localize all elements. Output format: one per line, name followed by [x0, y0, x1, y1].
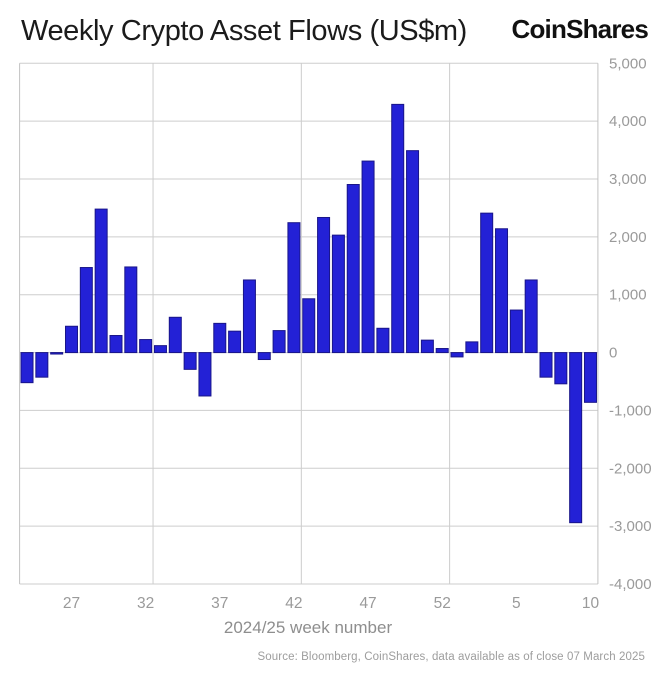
bar-week-26 [50, 352, 64, 355]
bar-week-42 [287, 222, 301, 354]
bar-week-30 [109, 335, 123, 354]
bar-week-47 [361, 160, 375, 354]
bar-week-27 [64, 325, 78, 354]
x-tick-label-10: 10 [582, 595, 600, 612]
bar-week-36 [198, 352, 212, 397]
bar-week-24 [20, 352, 34, 384]
chart-area: 5,000 4,000 3,000 2,000 1,000 0 -1,000 -2,000 -3… [0, 55, 669, 645]
bar-week-31 [124, 266, 138, 354]
bar-week-4 [495, 228, 509, 354]
bar-week-51 [420, 339, 434, 354]
bar-week-40 [257, 352, 271, 361]
y-tick-label-2000: 2,000 [609, 229, 647, 246]
bar-week-35 [183, 352, 197, 370]
y-tick-label--1000: -1,000 [609, 402, 652, 419]
bar-week-3 [480, 212, 494, 354]
x-tick-label-52: 52 [434, 595, 451, 612]
bar-week-1 [450, 352, 464, 358]
x-tick-label-32: 32 [137, 595, 154, 612]
bar-week-37 [213, 322, 227, 354]
y-tick-label--2000: -2,000 [609, 460, 652, 477]
bar-week-2 [465, 341, 479, 354]
x-tick-label-42: 42 [285, 595, 302, 612]
bar-week-9 [569, 352, 583, 524]
bar-week-39 [242, 279, 256, 354]
bar-week-29 [94, 208, 108, 354]
y-tick-label-0: 0 [609, 345, 617, 362]
y-tick-label-1000: 1,000 [609, 287, 647, 304]
bar-week-44 [317, 216, 331, 354]
bar-week-10 [583, 352, 597, 403]
bar-week-34 [168, 316, 182, 354]
bar-week-49 [391, 103, 405, 354]
bar-week-7 [539, 352, 553, 378]
bar-week-38 [228, 330, 242, 354]
bar-week-8 [554, 352, 568, 385]
bar-week-48 [376, 327, 390, 354]
x-tick-label-37: 37 [211, 595, 228, 612]
x-tick-label-5: 5 [512, 595, 521, 612]
bar-week-45 [331, 234, 345, 354]
x-tick-label-47: 47 [359, 595, 376, 612]
bar-week-28 [79, 267, 93, 354]
bar-week-43 [302, 298, 316, 354]
y-tick-label-4000: 4,000 [609, 113, 647, 130]
bar-week-46 [346, 184, 360, 354]
frame-layer [19, 63, 599, 584]
labels-layer: 5,000 4,000 3,000 2,000 1,000 0 -1,000 -2,000 -3… [63, 55, 652, 612]
bar-week-32 [139, 339, 153, 354]
x-tick-label-27: 27 [63, 595, 80, 612]
chart-title: Weekly Crypto Asset Flows (US$m) [21, 15, 467, 47]
bar-week-52 [435, 348, 449, 354]
bars-layer [20, 103, 597, 524]
coinshares-logo: CoinShares [511, 14, 649, 44]
bar-week-50 [406, 150, 420, 354]
source-attribution: Source: Bloomberg, CoinShares, data avai… [257, 651, 645, 663]
y-tick-label--4000: -4,000 [609, 576, 652, 593]
x-axis-title: 2024/25 week number [224, 618, 393, 637]
bar-week-41 [272, 330, 286, 354]
bar-week-25 [35, 352, 49, 378]
y-tick-label--3000: -3,000 [609, 518, 652, 535]
bar-week-6 [524, 279, 538, 354]
y-tick-label-5000: 5,000 [609, 55, 647, 72]
bar-week-33 [153, 345, 167, 354]
bar-week-5 [509, 309, 523, 354]
weekly-flows-bar-chart: 5,000 4,000 3,000 2,000 1,000 0 -1,000 -2,000 -3… [19, 55, 652, 637]
y-tick-label-3000: 3,000 [609, 171, 647, 188]
